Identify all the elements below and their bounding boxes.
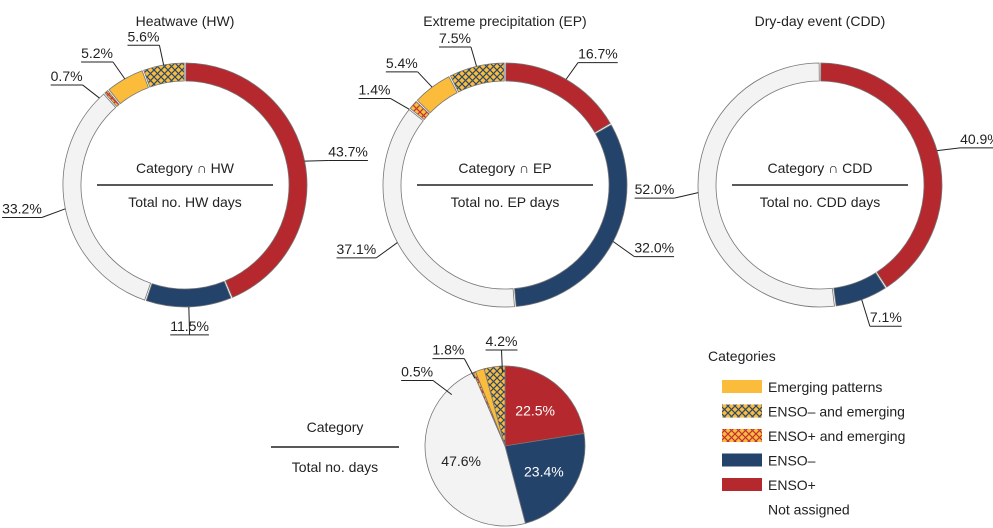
value-label: 43.7%: [328, 143, 368, 159]
legend-label: ENSO+: [768, 477, 816, 493]
value-label: 52.0%: [635, 181, 675, 197]
donut-segment: [409, 100, 430, 121]
legend-label: Emerging patterns: [768, 379, 882, 395]
donut-segment: [416, 76, 458, 114]
leader-line: [432, 380, 453, 395]
denominator-label: Total no. days: [292, 459, 378, 475]
leader-line: [612, 241, 635, 258]
leader-line: [936, 147, 961, 152]
pie-slice: [483, 365, 506, 447]
value-label: 32.0%: [634, 240, 674, 256]
pie-slice: [504, 365, 585, 447]
leader-line: [463, 358, 476, 379]
numerator-label: Category ∩ CDD: [768, 160, 873, 176]
value-label: 47.6%: [441, 453, 481, 469]
legend-label: Not assigned: [768, 502, 850, 518]
legend-title: Categories: [708, 348, 776, 364]
chart-title: Dry-day event (CDD): [755, 13, 886, 29]
donut-segment: [833, 272, 886, 307]
donut-segment: [449, 62, 505, 93]
denominator-label: Total no. EP days: [451, 194, 560, 210]
legend-swatch: [722, 478, 762, 491]
value-label: 5.6%: [127, 28, 159, 44]
leader-line: [861, 299, 871, 327]
legend-label: ENSO– and emerging: [768, 404, 905, 420]
value-label: 0.7%: [51, 68, 83, 84]
value-label: 1.4%: [359, 81, 391, 97]
leader-line: [390, 98, 410, 110]
numerator-label: Category: [307, 419, 364, 435]
donut-segment: [505, 62, 611, 134]
legend-swatch: [722, 502, 762, 516]
chart-title: Extreme precipitation (EP): [423, 13, 586, 29]
leader-line: [188, 306, 191, 335]
legend-swatch: [722, 429, 762, 442]
value-label: 16.7%: [578, 46, 618, 62]
leader-line: [158, 45, 165, 65]
donut-segment: [697, 62, 835, 308]
denominator-label: Total no. CDD days: [760, 194, 881, 210]
value-label: 5.2%: [81, 45, 113, 61]
donut-segment: [820, 62, 943, 288]
legend-swatch: [722, 380, 762, 393]
value-label: 37.1%: [337, 241, 377, 257]
value-label: 7.1%: [870, 309, 902, 325]
donut-segment: [514, 124, 628, 307]
donut-segment: [62, 93, 152, 301]
value-label: 5.4%: [386, 55, 418, 71]
legend-label: ENSO–: [768, 453, 816, 469]
value-label: 0.5%: [401, 364, 433, 380]
donut-segment: [145, 280, 232, 308]
donut-segment: [108, 70, 149, 105]
leader-line: [470, 46, 478, 67]
donut-segment: [185, 62, 308, 298]
value-label: 4.2%: [486, 333, 518, 349]
donut-segment: [104, 90, 120, 108]
denominator-label: Total no. HW days: [128, 194, 242, 210]
legend-swatch: [722, 404, 762, 418]
leader-line: [375, 242, 398, 259]
leader-line: [112, 61, 126, 80]
value-label: 23.4%: [524, 463, 564, 479]
legend-swatch: [722, 453, 762, 467]
leader-line: [674, 192, 699, 199]
leader-line: [417, 71, 433, 88]
value-label: 22.5%: [515, 403, 555, 419]
leader-line: [565, 62, 579, 80]
leader-line: [501, 350, 503, 373]
numerator-label: Category ∩ EP: [458, 160, 551, 176]
chart-title: Heatwave (HW): [136, 13, 235, 29]
numerator-label: Category ∩ HW: [136, 160, 235, 176]
pie-slice: [424, 372, 526, 527]
legend-label: ENSO+ and emerging: [768, 428, 905, 444]
value-label: 1.8%: [432, 342, 464, 358]
value-label: 33.2%: [2, 201, 42, 217]
leader-line: [82, 84, 100, 99]
leader-line: [41, 208, 66, 218]
value-label: 7.5%: [439, 30, 471, 46]
leader-line: [304, 159, 329, 162]
value-label: 40.9%: [960, 131, 993, 147]
pie-slice: [504, 433, 586, 524]
donut-segment: [143, 62, 185, 88]
